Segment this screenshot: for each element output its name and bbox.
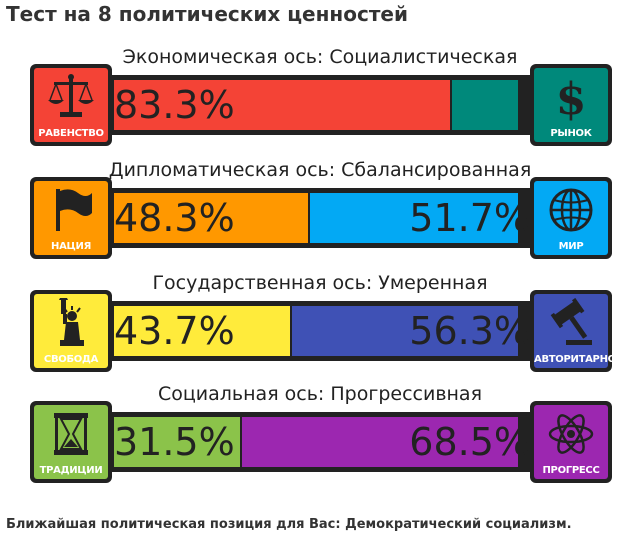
icon-box-markets: $ РЫНОК bbox=[530, 64, 612, 146]
icon-box-nation: НАЦИЯ bbox=[30, 177, 112, 259]
axis-label-diplomatic: Дипломатическая ось: Сбалансированная bbox=[108, 159, 532, 181]
gavel-icon bbox=[550, 298, 592, 345]
icon-bg-left-0: РАВЕНСТВО bbox=[34, 68, 108, 142]
bar-economic: 83.3% bbox=[86, 75, 546, 135]
icon-box-progress: ПРОГРЕСС bbox=[530, 401, 612, 483]
axis-label-social: Социальная ось: Прогрессивная bbox=[157, 383, 483, 405]
bar-fill-right-social bbox=[242, 417, 518, 467]
icon-box-peace: МИР bbox=[530, 177, 612, 259]
page-title: Тест на 8 политических ценностей bbox=[6, 2, 408, 26]
bar-social: 31.5% 68.5% bbox=[86, 412, 546, 472]
icon-caption-nation: НАЦИЯ bbox=[51, 241, 91, 252]
icon-caption-equality: РАВЕНСТВО bbox=[38, 128, 104, 139]
percent-left-social: 31.5% bbox=[114, 420, 235, 464]
icon-caption-markets: РЫНОК bbox=[550, 128, 592, 139]
bar-fill-left-civil bbox=[114, 306, 290, 356]
icon-box-liberty: СВОБОДА bbox=[30, 290, 112, 372]
icon-bg-left-3: ТРАДИЦИИ bbox=[34, 405, 108, 479]
bar-fill-right-economic bbox=[451, 80, 518, 130]
closest-ideology-text: Ближайшая политическая позиция для Вас: … bbox=[6, 517, 572, 532]
icon-bg-right-3: ПРОГРЕСС bbox=[534, 405, 608, 479]
icon-bg-right-2: АВТОРИТАРНОСТЬ bbox=[534, 294, 637, 368]
icon-caption-progress: ПРОГРЕСС bbox=[542, 465, 600, 476]
percent-left-economic: 83.3% bbox=[114, 83, 235, 127]
icon-box-tradition: ТРАДИЦИИ bbox=[30, 401, 112, 483]
icon-bg-right-1: МИР bbox=[534, 181, 608, 255]
icon-caption-authority: АВТОРИТАРНОСТЬ bbox=[534, 354, 637, 365]
percent-left-diplomatic: 48.3% bbox=[114, 196, 235, 240]
flag-icon bbox=[56, 189, 92, 231]
axis-label-civil: Государственная ось: Умеренная bbox=[152, 272, 488, 294]
icon-bg-left-2: СВОБОДА bbox=[34, 294, 108, 368]
percent-right-civil: 56.3% bbox=[409, 309, 530, 353]
dollar-icon: $ bbox=[556, 74, 587, 122]
atom-icon bbox=[548, 414, 594, 454]
bar-fill-right-civil bbox=[291, 306, 518, 356]
bar-civil: 43.7% 56.3% bbox=[86, 301, 546, 361]
scales-icon bbox=[48, 74, 94, 117]
icon-box-authority: АВТОРИТАРНОСТЬ bbox=[530, 290, 637, 372]
bar-diplomatic: 48.3% 51.7% bbox=[86, 188, 546, 248]
axis-label-economic: Экономическая ось: Социалистическая bbox=[122, 46, 518, 68]
percent-right-social: 68.5% bbox=[409, 420, 530, 464]
bar-fill-right-diplomatic bbox=[310, 193, 518, 243]
icon-caption-peace: МИР bbox=[558, 241, 584, 252]
icon-bg-left-1: НАЦИЯ bbox=[34, 181, 108, 255]
percent-left-civil: 43.7% bbox=[114, 309, 235, 353]
bar-fill-left-diplomatic bbox=[114, 193, 309, 243]
hourglass-icon bbox=[54, 413, 88, 455]
globe-icon bbox=[549, 188, 593, 232]
percent-right-diplomatic: 51.7% bbox=[409, 196, 530, 240]
bar-fill-left-economic bbox=[114, 80, 450, 130]
icon-caption-liberty: СВОБОДА bbox=[43, 354, 99, 365]
icon-box-equality: РАВЕНСТВО bbox=[30, 64, 112, 146]
icon-bg-right-0: $ РЫНОК bbox=[534, 68, 608, 142]
icon-caption-tradition: ТРАДИЦИИ bbox=[39, 465, 103, 476]
bar-fill-left-social bbox=[114, 417, 241, 467]
svg-text:$: $ bbox=[556, 74, 587, 122]
liberty-icon bbox=[59, 298, 84, 346]
